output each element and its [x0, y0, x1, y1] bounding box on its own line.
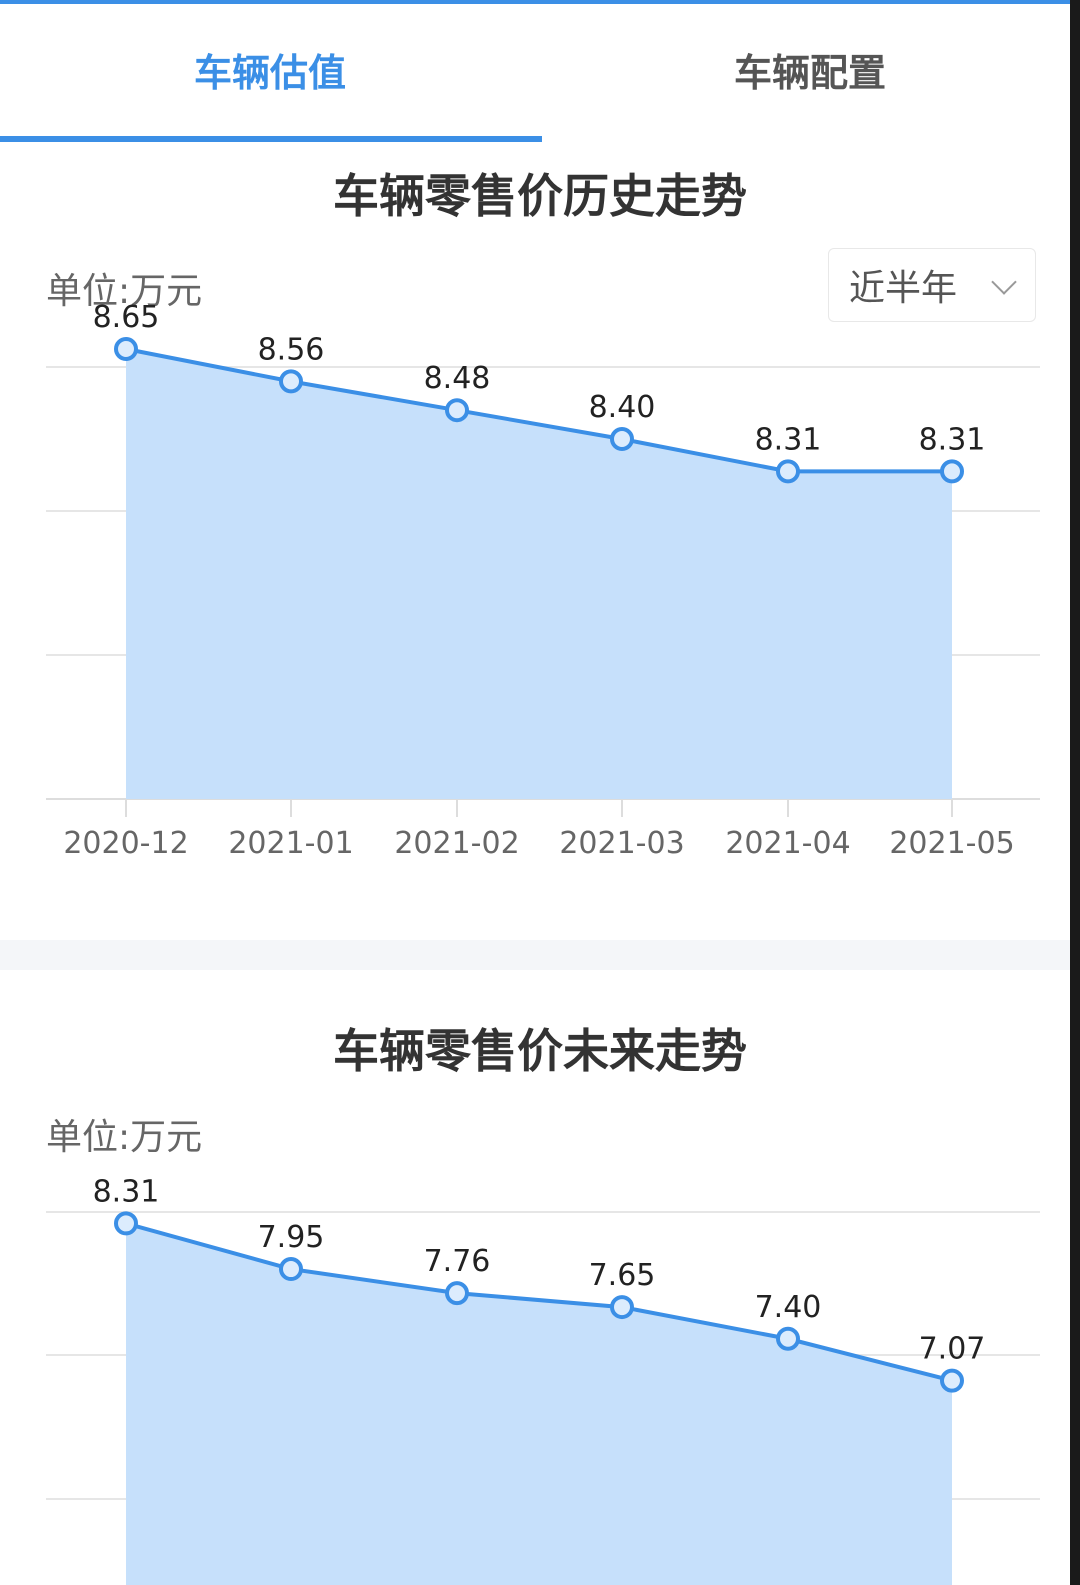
- fut-data-point[interactable]: [114, 1211, 138, 1236]
- hist-data-label: 8.31: [919, 422, 986, 457]
- period-select[interactable]: 近半年: [828, 248, 1036, 322]
- hist-data-label: 8.31: [755, 422, 822, 457]
- fut-data-point[interactable]: [776, 1326, 800, 1351]
- fut-data-label: 7.95: [258, 1220, 325, 1255]
- hist-data-label: 8.65: [93, 300, 160, 335]
- fut-data-point[interactable]: [940, 1368, 964, 1393]
- hist-x-tick-label: 2020-12: [63, 826, 188, 861]
- tab-vehicle-valuation[interactable]: 车辆估值: [193, 50, 346, 95]
- hist-data-point[interactable]: [940, 459, 964, 484]
- future-unit-label: 单位:万元: [46, 1117, 203, 1158]
- fut-data-label: 7.07: [919, 1332, 986, 1367]
- fut-data-label: 8.31: [93, 1174, 160, 1209]
- hist-x-tick-label: 2021-03: [559, 826, 684, 861]
- hist-data-point[interactable]: [445, 398, 469, 423]
- hist-data-point[interactable]: [114, 337, 138, 361]
- fut-data-label: 7.76: [424, 1244, 491, 1279]
- tab-vehicle-config[interactable]: 车辆配置: [733, 50, 886, 95]
- hist-x-tick-label: 2021-04: [725, 826, 850, 861]
- future-chart-title: 车辆零售价未来走势: [333, 1024, 747, 1078]
- hist-data-label: 8.40: [589, 390, 656, 425]
- active-tab-indicator: [0, 136, 542, 142]
- hist-data-point[interactable]: [279, 369, 303, 394]
- fut-data-label: 7.40: [755, 1290, 822, 1325]
- history-area-fill: [126, 349, 952, 799]
- hist-data-point[interactable]: [610, 427, 634, 451]
- hist-data-label: 8.56: [258, 332, 325, 367]
- hist-x-tick-label: 2021-01: [228, 826, 353, 861]
- future-series-line: [125, 1221, 953, 1383]
- screen-edge: [1070, 0, 1080, 1585]
- top-accent-line: [0, 0, 1080, 4]
- hist-x-tick-label: 2021-02: [394, 826, 519, 861]
- section-divider: [0, 940, 1080, 970]
- history-chart-title: 车辆零售价历史走势: [333, 169, 747, 223]
- history-series-line: [125, 347, 952, 474]
- fut-data-label: 7.65: [589, 1258, 656, 1293]
- period-select-value: 近半年: [849, 268, 958, 309]
- hist-x-tick-label: 2021-05: [889, 826, 1014, 861]
- future-area-fill: [126, 1223, 952, 1585]
- history-unit-label: 单位:万元: [46, 271, 203, 312]
- hist-data-label: 8.48: [424, 361, 491, 396]
- tab-bar: 车辆估值 车辆配置: [0, 4, 1080, 142]
- hist-data-point[interactable]: [776, 459, 800, 484]
- history-chart: 8.65 8.56 8.48 8.40 8.31 8.31 2020-12 2021-01 2…: [46, 300, 1040, 861]
- fut-data-point[interactable]: [610, 1295, 634, 1320]
- fut-data-point[interactable]: [445, 1281, 469, 1306]
- fut-data-point[interactable]: [279, 1257, 303, 1282]
